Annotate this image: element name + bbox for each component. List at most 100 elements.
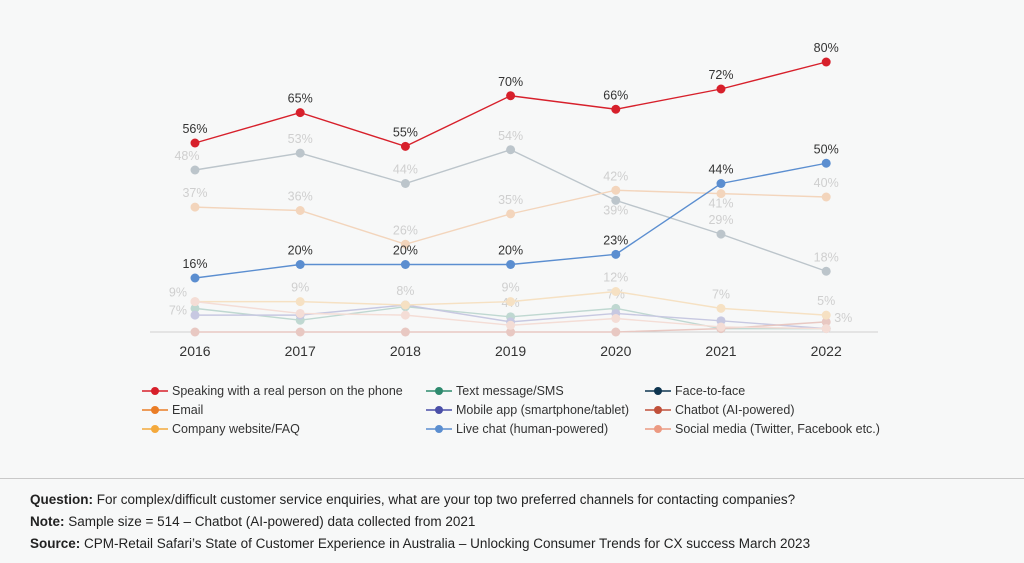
data-label: 9% [169,286,187,300]
data-point [821,310,831,320]
data-label: 26% [393,223,418,237]
data-point [611,185,621,195]
line-chart: 20162017201820192020202120227%4%7%48%53%… [150,41,878,359]
source-text: CPM-Retail Safari’s State of Customer Ex… [80,536,811,551]
data-point [295,260,305,269]
data-label: 80% [814,41,839,55]
data-point [400,141,410,151]
data-point [506,297,516,307]
data-point [716,179,726,188]
note-text: Sample size = 514 – Chatbot (AI-powered)… [64,514,476,529]
legend-marker-icon [142,425,168,433]
data-point [611,249,621,259]
series-live-chat-human-powered-: 16% 20% 20% 20% 23% 44% 50% [182,142,839,283]
data-point [190,310,200,320]
data-label: 3% [834,311,852,325]
data-label: 16% [182,257,207,271]
legend-item: Text message/SMS [426,383,645,399]
data-label: 35% [498,193,523,207]
x-tick-label: 2022 [811,343,842,359]
divider [0,478,1024,479]
x-tick-label: 2016 [179,343,210,359]
legend-label: Company website/FAQ [172,422,300,436]
data-point [190,327,200,337]
legend-marker-icon [426,425,452,433]
series-speaking-with-a-real-person-on-the-phone: 56% 65% 55% 70% 66% 72% 80% [182,41,839,151]
data-point [400,239,410,249]
question-text: For complex/difficult customer service e… [93,492,796,507]
data-point [821,324,831,334]
series-social-media-twitter-facebook-etc- [190,297,831,334]
question-label: Question: [30,492,93,507]
data-label: 37% [182,186,207,200]
x-tick-label: 2020 [600,343,631,359]
data-point [400,310,410,320]
data-point [506,260,516,269]
source-label: Source: [30,536,81,551]
legend-item: Live chat (human-powered) [426,421,645,437]
legend-item: Social media (Twitter, Facebook etc.) [645,421,935,437]
data-point [821,57,831,67]
x-tick-label: 2017 [285,343,316,359]
data-point [611,327,621,337]
data-point [400,260,410,269]
data-label: 8% [396,284,414,298]
data-label: 72% [708,68,733,82]
data-label: 44% [393,163,418,177]
legend-marker-icon [645,387,671,395]
legend-item: Email [142,402,426,418]
data-point [190,297,200,307]
data-point [190,138,200,148]
data-label: 36% [288,190,313,204]
x-tick-label: 2021 [705,343,736,359]
data-point [295,108,305,118]
data-label: 23% [603,233,628,247]
data-label: 9% [291,281,309,295]
data-label: 12% [603,271,628,285]
data-label: 29% [708,213,733,227]
source-line: Source: CPM-Retail Safari’s State of Cus… [30,533,810,555]
data-point [716,303,726,313]
data-point [295,206,305,215]
data-point [295,148,305,158]
data-point [295,308,305,318]
data-label: 7% [712,287,730,301]
data-point [716,84,726,94]
legend-label: Mobile app (smartphone/tablet) [456,403,630,417]
legend-label: Social media (Twitter, Facebook etc.) [675,422,880,436]
data-point [295,297,305,307]
data-point [821,158,831,168]
data-label: 53% [288,132,313,146]
legend-label: Face-to-face [675,384,746,398]
data-point [611,195,621,205]
note-label: Note: [30,514,65,529]
legend-item: Speaking with a real person on the phone [142,383,426,399]
data-point [821,317,831,327]
data-point [506,91,516,101]
data-point [190,303,200,313]
data-point [611,287,621,296]
data-label: 65% [288,92,313,106]
data-label: 20% [393,244,418,258]
data-point [190,202,200,212]
data-label: 44% [708,163,733,177]
data-label: 50% [814,142,839,156]
data-point [821,192,831,202]
data-label: 56% [182,122,207,136]
legend-marker-icon [142,387,168,395]
data-label: 40% [814,176,839,190]
data-point [400,327,410,337]
data-label: 20% [498,244,523,258]
data-label: 7% [169,303,187,317]
legend-label: Text message/SMS [456,384,564,398]
data-label: 42% [603,169,628,183]
data-point [190,165,200,175]
data-label: 9% [502,281,520,295]
legend-label: Live chat (human-powered) [456,422,609,436]
data-point [716,229,726,239]
notes: Question: For complex/difficult customer… [30,489,810,555]
series-company-website-faq: 9% 9% 8% 9% 12% 7% 5% [169,271,835,320]
legend-item: Company website/FAQ [142,421,426,437]
data-point [295,327,305,337]
note-line: Note: Sample size = 514 – Chatbot (AI-po… [30,511,810,533]
